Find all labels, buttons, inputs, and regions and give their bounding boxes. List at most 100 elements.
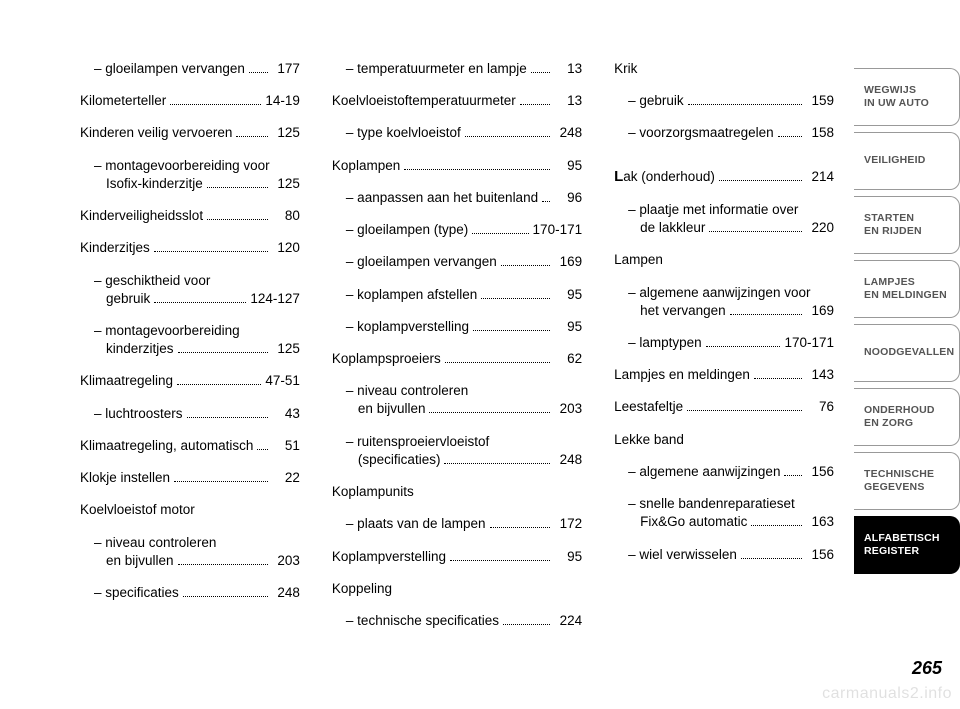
section-tab[interactable]: WEGWIJSIN UW AUTO bbox=[854, 68, 960, 126]
index-page: 125 bbox=[272, 124, 300, 142]
index-entry: Koplampen95 bbox=[332, 157, 582, 175]
index-content: – gloeilampen vervangen177Kilometertelle… bbox=[0, 0, 854, 709]
index-page: 76 bbox=[806, 398, 834, 416]
section-tab[interactable]: ONDERHOUDEN ZORG bbox=[854, 388, 960, 446]
index-column: Krik– gebruik159– voorzorgsmaatregelen15… bbox=[614, 60, 834, 679]
section-tab[interactable]: TECHNISCHEGEGEVENS bbox=[854, 452, 960, 510]
leader-dots bbox=[754, 378, 802, 379]
index-page: 169 bbox=[806, 302, 834, 320]
page-number: 265 bbox=[912, 658, 942, 679]
section-tab[interactable]: LAMPJESEN MELDINGEN bbox=[854, 260, 960, 318]
index-page: 158 bbox=[806, 124, 834, 142]
leader-dots bbox=[688, 104, 802, 105]
leader-dots bbox=[687, 410, 802, 411]
index-entry: Koplampverstelling 95 bbox=[332, 548, 582, 566]
index-entry: – lamptypen170-171 bbox=[614, 334, 834, 352]
leader-dots bbox=[472, 233, 528, 234]
section-tab[interactable]: VEILIGHEID bbox=[854, 132, 960, 190]
index-entry: – luchtroosters43 bbox=[80, 405, 300, 423]
index-entry: Krik bbox=[614, 60, 834, 78]
index-label: – montagevoorbereiding voor bbox=[80, 157, 300, 175]
leader-dots bbox=[177, 384, 261, 385]
tab-label: ALFABETISCH bbox=[864, 532, 959, 545]
index-column: – temperatuurmeter en lampje13Koelvloeis… bbox=[332, 60, 582, 679]
tab-label: LAMPJES bbox=[864, 276, 959, 289]
index-page: 203 bbox=[272, 552, 300, 570]
leader-dots bbox=[730, 314, 802, 315]
index-entry: – voorzorgsmaatregelen158 bbox=[614, 124, 834, 142]
leader-dots bbox=[207, 187, 268, 188]
index-page: 203 bbox=[554, 400, 582, 418]
index-entry: Lak (onderhoud)214 bbox=[614, 167, 834, 187]
index-entry: – technische specificaties224 bbox=[332, 612, 582, 630]
index-page: 172 bbox=[554, 515, 582, 533]
tab-label: STARTEN bbox=[864, 212, 959, 225]
tab-label: EN RIJDEN bbox=[864, 225, 959, 238]
index-entry: Kinderveiligheidsslot80 bbox=[80, 207, 300, 225]
index-page: 169 bbox=[554, 253, 582, 271]
index-label: – wiel verwisselen bbox=[628, 546, 737, 564]
index-page: 163 bbox=[806, 513, 834, 531]
index-label: – ruitensproeiervloeistof bbox=[332, 433, 582, 451]
index-page: 177 bbox=[272, 60, 300, 78]
index-entry: – algemene aanwijzingen156 bbox=[614, 463, 834, 481]
index-label: – koplampverstelling bbox=[346, 318, 469, 336]
section-tab[interactable]: STARTENEN RIJDEN bbox=[854, 196, 960, 254]
index-label: – plaatje met informatie over bbox=[614, 201, 834, 219]
index-page: 248 bbox=[554, 451, 582, 469]
index-entry: – wiel verwisselen 156 bbox=[614, 546, 834, 564]
index-label: het vervangen bbox=[640, 302, 726, 320]
index-page: 43 bbox=[272, 405, 300, 423]
section-tab[interactable]: NOODGEVALLEN bbox=[854, 324, 960, 382]
index-label: Koelvloeistoftemperatuurmeter bbox=[332, 92, 516, 110]
spacer bbox=[614, 157, 834, 167]
index-label: Koplampen bbox=[332, 157, 400, 175]
index-entry: – gloeilampen vervangen177 bbox=[80, 60, 300, 78]
index-entry: – niveau controlerenen bijvullen203 bbox=[332, 382, 582, 418]
index-label: Kinderen veilig vervoeren bbox=[80, 124, 232, 142]
index-label: – gloeilampen (type) bbox=[346, 221, 468, 239]
leader-dots bbox=[154, 302, 246, 303]
index-label: – montagevoorbereiding bbox=[80, 322, 300, 340]
index-label: – specificaties bbox=[94, 584, 179, 602]
index-page: 156 bbox=[806, 546, 834, 564]
leader-dots bbox=[501, 265, 550, 266]
index-entry: Klimaatregeling, automatisch51 bbox=[80, 437, 300, 455]
index-entry: – type koelvloeistof248 bbox=[332, 124, 582, 142]
index-entry: – geschiktheid voorgebruik124-127 bbox=[80, 272, 300, 308]
index-label: – niveau controleren bbox=[80, 534, 300, 552]
index-label: kinderzitjes bbox=[106, 340, 174, 358]
index-entry: – montagevoorbereidingkinderzitjes125 bbox=[80, 322, 300, 358]
index-column: – gloeilampen vervangen177Kilometertelle… bbox=[80, 60, 300, 679]
index-label: Koplampverstelling bbox=[332, 548, 446, 566]
index-page: 95 bbox=[554, 286, 582, 304]
tab-label: TECHNISCHE bbox=[864, 468, 959, 481]
leader-dots bbox=[445, 362, 550, 363]
index-entry: Klimaatregeling47-51 bbox=[80, 372, 300, 390]
index-label: – algemene aanwijzingen bbox=[628, 463, 780, 481]
index-entry: Lekke band bbox=[614, 431, 834, 449]
tab-label: GEGEVENS bbox=[864, 481, 959, 494]
tab-label: REGISTER bbox=[864, 545, 959, 558]
leader-dots bbox=[490, 527, 551, 528]
index-entry: – koplampverstelling95 bbox=[332, 318, 582, 336]
index-entry: – snelle bandenreparatiesetFix&Go automa… bbox=[614, 495, 834, 531]
watermark: carmanuals2.info bbox=[822, 685, 952, 703]
section-tab[interactable]: ALFABETISCHREGISTER bbox=[854, 516, 960, 574]
index-page: 95 bbox=[554, 548, 582, 566]
leader-dots bbox=[503, 624, 550, 625]
leader-dots bbox=[404, 169, 550, 170]
leader-dots bbox=[520, 104, 550, 105]
index-page: 159 bbox=[806, 92, 834, 110]
leader-dots bbox=[784, 475, 802, 476]
index-label: Leestafeltje bbox=[614, 398, 683, 416]
tab-label: EN MELDINGEN bbox=[864, 289, 959, 302]
index-page: 96 bbox=[554, 189, 582, 207]
tab-label: ONDERHOUD bbox=[864, 404, 959, 417]
page: – gloeilampen vervangen177Kilometertelle… bbox=[0, 0, 960, 709]
index-page: 170-171 bbox=[533, 221, 583, 239]
leader-dots bbox=[481, 298, 550, 299]
leader-dots bbox=[178, 564, 268, 565]
leader-dots bbox=[709, 231, 802, 232]
leader-dots bbox=[257, 449, 268, 450]
